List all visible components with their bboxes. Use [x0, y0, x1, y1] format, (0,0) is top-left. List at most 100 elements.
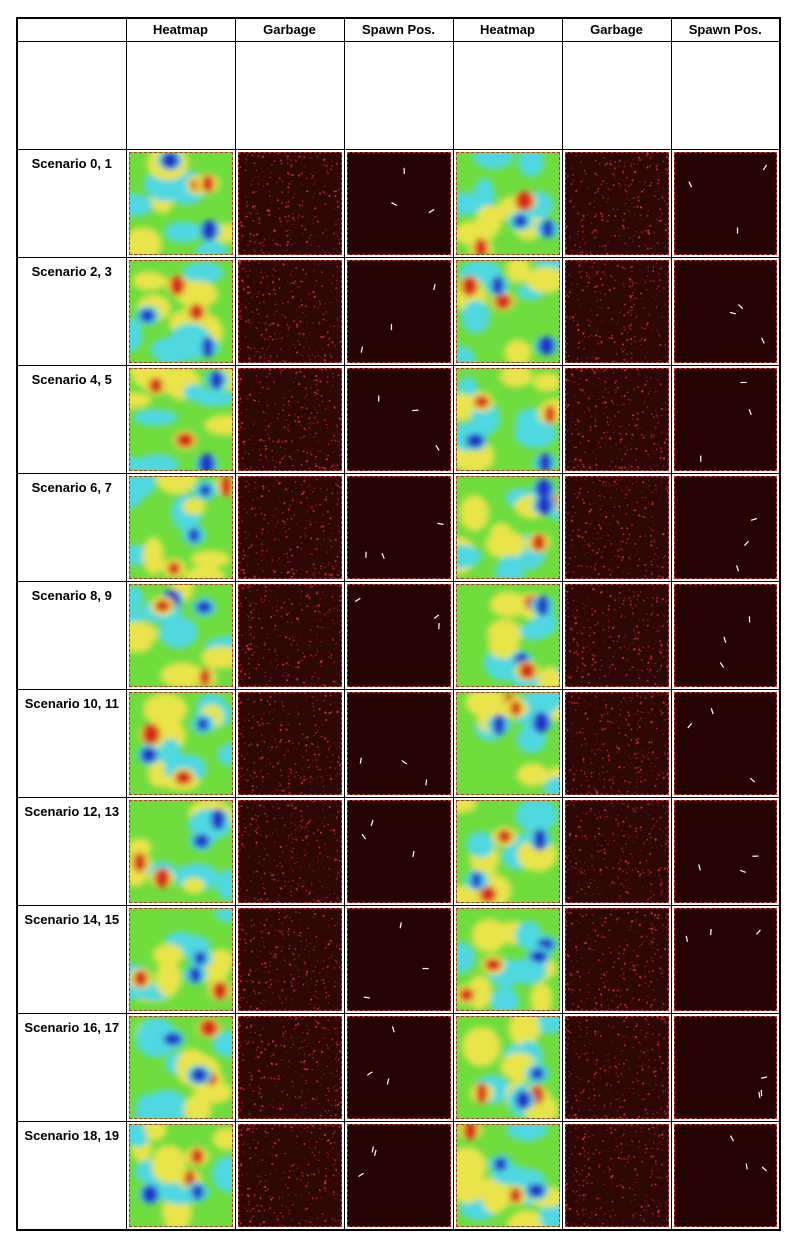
heatmap-panel — [128, 908, 233, 1011]
col-header-spawn-1: Spawn Pos. — [343, 17, 454, 42]
scenario-row: Scenario 10, 11 — [16, 689, 781, 798]
image-cell — [670, 905, 781, 1014]
image-cell — [561, 905, 672, 1014]
image-cell — [670, 1121, 781, 1231]
spawn-panel — [673, 260, 777, 363]
garbage-panel — [564, 800, 669, 903]
image-cell — [561, 689, 672, 798]
spawn-panel — [346, 152, 451, 255]
garbage-panel — [564, 476, 669, 579]
spawn-panel — [673, 152, 777, 255]
garbage-panel — [564, 152, 669, 255]
garbage-panel — [237, 368, 342, 471]
image-cell — [234, 473, 345, 582]
heatmap-panel — [128, 584, 233, 687]
image-cell — [452, 473, 563, 582]
heatmap-panel — [128, 152, 233, 255]
image-cell — [234, 581, 345, 690]
spawn-panel — [673, 368, 777, 471]
col-header-garbage-1: Garbage — [234, 17, 345, 42]
heatmap-panel — [128, 1124, 233, 1227]
garbage-panel — [237, 152, 342, 255]
image-cell — [670, 149, 781, 258]
heatmap-panel — [128, 1016, 233, 1119]
blank-cell — [234, 41, 345, 150]
heatmap-panel — [128, 368, 233, 471]
image-cell — [343, 797, 454, 906]
scenario-row: Scenario 2, 3 — [16, 257, 781, 366]
image-cell — [561, 257, 672, 366]
image-cell — [670, 797, 781, 906]
heatmap-panel — [128, 692, 233, 795]
heatmap-panel — [128, 800, 233, 903]
garbage-panel — [237, 908, 342, 1011]
scenario-label: Scenario 0, 1 — [16, 149, 127, 258]
image-cell — [125, 1013, 236, 1122]
spawn-panel — [346, 368, 451, 471]
image-cell — [234, 149, 345, 258]
spawn-panel — [673, 584, 777, 687]
spawn-panel — [673, 476, 777, 579]
garbage-panel — [237, 260, 342, 363]
blank-cell — [125, 41, 236, 150]
spawn-panel — [673, 1016, 777, 1119]
image-cell — [452, 581, 563, 690]
image-cell — [343, 473, 454, 582]
image-cell — [343, 689, 454, 798]
image-cell — [452, 257, 563, 366]
blank-cell — [343, 41, 454, 150]
heatmap-panel — [455, 260, 560, 363]
image-cell — [125, 149, 236, 258]
heatmap-panel — [455, 476, 560, 579]
garbage-panel — [564, 368, 669, 471]
blank-row — [16, 41, 781, 150]
col-header-heatmap-1: Heatmap — [125, 17, 236, 42]
scenario-row: Scenario 6, 7 — [16, 473, 781, 582]
image-cell — [670, 365, 781, 474]
garbage-panel — [237, 476, 342, 579]
image-cell — [343, 1121, 454, 1231]
garbage-panel — [564, 1124, 669, 1227]
scenario-label: Scenario 8, 9 — [16, 581, 127, 690]
scenario-label: Scenario 14, 15 — [16, 905, 127, 1014]
image-cell — [670, 473, 781, 582]
scenario-label: Scenario 6, 7 — [16, 473, 127, 582]
image-cell — [125, 797, 236, 906]
image-cell — [452, 1121, 563, 1231]
blank-cell — [561, 41, 672, 150]
heatmap-panel — [455, 368, 560, 471]
image-cell — [670, 689, 781, 798]
scenario-label: Scenario 16, 17 — [16, 1013, 127, 1122]
garbage-panel — [237, 1124, 342, 1227]
image-cell — [561, 149, 672, 258]
scenario-label: Scenario 4, 5 — [16, 365, 127, 474]
image-cell — [234, 365, 345, 474]
image-cell — [561, 1121, 672, 1231]
heatmap-panel — [128, 260, 233, 363]
image-cell — [452, 149, 563, 258]
image-cell — [234, 257, 345, 366]
garbage-panel — [564, 908, 669, 1011]
scenario-row: Scenario 8, 9 — [16, 581, 781, 690]
spawn-panel — [346, 692, 451, 795]
garbage-panel — [564, 584, 669, 687]
garbage-panel — [564, 692, 669, 795]
image-cell — [670, 1013, 781, 1122]
blank-cell — [670, 41, 781, 150]
spawn-panel — [673, 1124, 777, 1227]
image-cell — [125, 581, 236, 690]
image-cell — [234, 797, 345, 906]
corner-cell — [16, 17, 127, 42]
garbage-panel — [564, 260, 669, 363]
garbage-panel — [237, 800, 342, 903]
scenario-grid: Heatmap Garbage Spawn Pos. Heatmap Garba… — [16, 17, 781, 1231]
spawn-panel — [673, 692, 777, 795]
spawn-panel — [346, 800, 451, 903]
image-cell — [561, 1013, 672, 1122]
image-cell — [343, 365, 454, 474]
image-cell — [125, 1121, 236, 1231]
image-cell — [452, 905, 563, 1014]
heatmap-panel — [455, 1016, 560, 1119]
heatmap-panel — [455, 692, 560, 795]
garbage-panel — [237, 1016, 342, 1119]
